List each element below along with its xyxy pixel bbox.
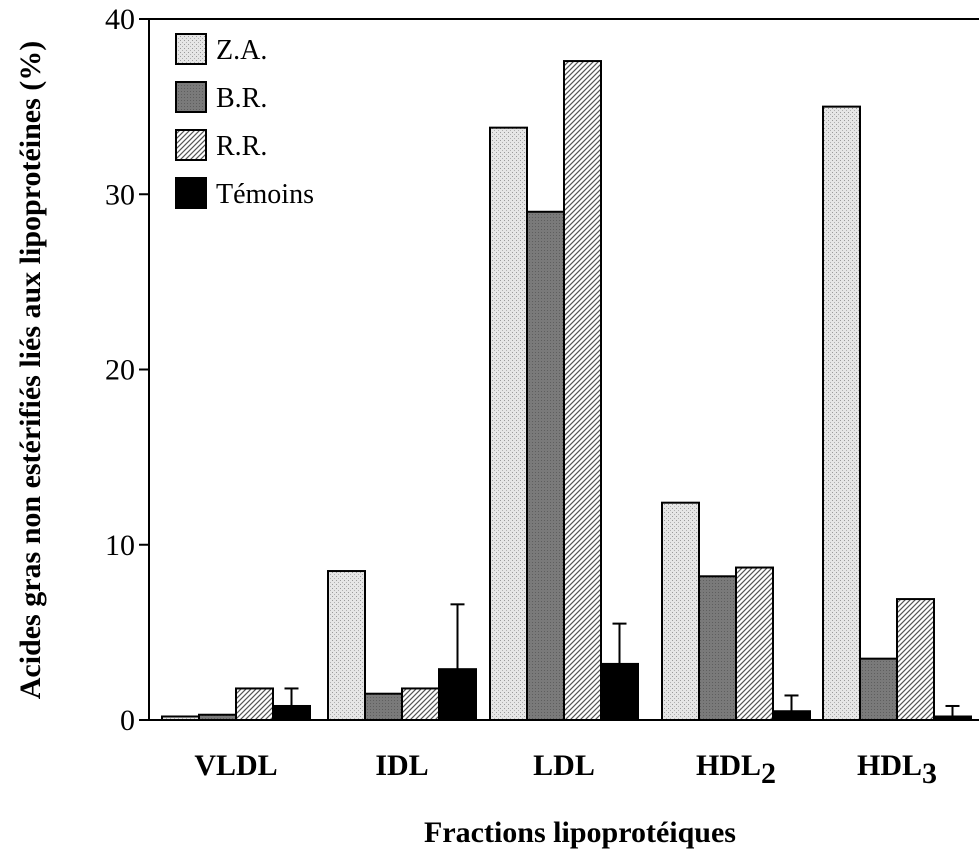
- bar-br-4: [859, 657, 898, 721]
- legend: Z.A. B.R. R.R. Témoins: [175, 33, 314, 210]
- y-tick-label: 30: [105, 178, 135, 211]
- bar-tmoins-0: [272, 704, 311, 721]
- x-axis-title: Fractions lipoprotéiques: [424, 816, 736, 849]
- bar-br-0: [198, 713, 237, 721]
- legend-label: B.R.: [216, 83, 267, 114]
- bar-rr-0: [235, 687, 274, 722]
- bar-rr-1: [401, 687, 440, 722]
- bar-br-2: [526, 210, 565, 721]
- y-axis-title: Acides gras non estérifiés liés aux lipo…: [14, 41, 47, 700]
- y-tick-label: 10: [105, 529, 135, 562]
- bar-za-3: [661, 501, 700, 721]
- error-bars: [284, 603, 960, 717]
- bar-tmoins-3: [772, 710, 811, 721]
- bar-tmoins-2: [600, 662, 639, 721]
- bar-za-2: [489, 126, 528, 721]
- bar-tmoins-4: [933, 715, 972, 721]
- x-tick-label-base: LDL: [533, 749, 595, 782]
- bar-rr-2: [563, 60, 602, 722]
- x-tick-label-base: VLDL: [194, 749, 277, 782]
- legend-swatch-2: [175, 129, 207, 161]
- legend-label: R.R.: [216, 131, 267, 162]
- bar-za-0: [161, 715, 200, 721]
- bar-rr-3: [735, 566, 774, 721]
- x-tick-label: LDL: [533, 749, 595, 782]
- legend-label: Z.A.: [216, 35, 267, 66]
- x-tick-label: IDL: [375, 749, 428, 782]
- x-tick-label: HDL2: [696, 749, 776, 790]
- bar-br-1: [364, 692, 403, 722]
- x-tick-label-base: HDL: [857, 749, 922, 782]
- bars: [161, 60, 972, 722]
- legend-label: Témoins: [216, 179, 314, 210]
- legend-swatch-3: [175, 177, 207, 209]
- x-tick-label: HDL3: [857, 749, 937, 790]
- x-tick-label-base: HDL: [696, 749, 761, 782]
- x-tick-label-subscript: 2: [761, 757, 776, 790]
- x-tick-label-subscript: 3: [922, 757, 937, 790]
- y-tick-label: 40: [105, 3, 135, 36]
- legend-swatch-1: [175, 81, 207, 113]
- y-ticks: 0 10 20 30 40: [105, 3, 149, 737]
- x-tick-label-base: IDL: [375, 749, 428, 782]
- bar-za-1: [327, 570, 366, 721]
- y-tick-label: 20: [105, 354, 135, 387]
- bar-rr-4: [896, 598, 935, 722]
- x-tick-labels: VLDL IDL LDL HDL2 HDL3: [194, 749, 937, 790]
- bar-tmoins-1: [438, 668, 477, 721]
- bar-br-3: [698, 575, 737, 721]
- bar-za-4: [822, 105, 861, 721]
- legend-swatch-0: [175, 33, 207, 65]
- x-tick-label: VLDL: [194, 749, 277, 782]
- y-tick-label: 0: [120, 704, 135, 737]
